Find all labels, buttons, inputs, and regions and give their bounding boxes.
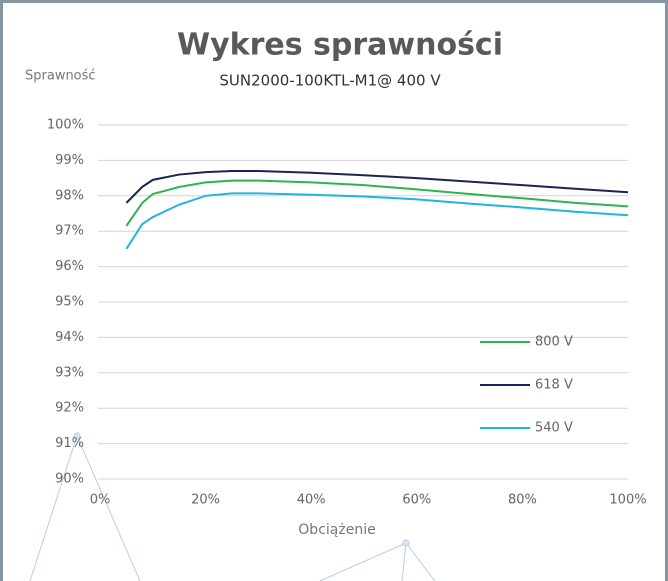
- y-tick-label: 90%: [55, 472, 84, 487]
- y-tick-label: 94%: [55, 330, 84, 345]
- series-line: [125, 192, 629, 250]
- chart-title: Wykres sprawności: [177, 28, 503, 63]
- y-tick-label: 97%: [55, 224, 84, 239]
- y-tick-label: 96%: [55, 259, 84, 274]
- y-tick-label: 91%: [55, 436, 84, 451]
- y-tick-label: 99%: [55, 153, 84, 168]
- x-tick-label: 0%: [90, 493, 111, 508]
- y-tick-label: 93%: [55, 365, 84, 380]
- y-tick-label: 92%: [55, 401, 84, 416]
- legend-label: 800 V: [535, 335, 573, 350]
- y-tick-label: 98%: [55, 188, 84, 203]
- x-tick-label: 40%: [297, 493, 326, 508]
- y-tick-label: 95%: [55, 295, 84, 310]
- x-tick-label: 60%: [402, 493, 431, 508]
- x-axis-label: Obciążenie: [298, 522, 375, 538]
- y-tick-label: 100%: [47, 118, 84, 133]
- x-tick-label: 20%: [191, 493, 220, 508]
- legend-label: 618 V: [535, 378, 573, 393]
- x-tick-label: 100%: [609, 493, 646, 508]
- chart-subtitle: SUN2000-100KTL-M1@ 400 V: [219, 72, 441, 90]
- legend-label: 540 V: [535, 421, 573, 436]
- series-line: [125, 170, 629, 204]
- series-line: [125, 179, 629, 227]
- x-tick-label: 80%: [508, 493, 537, 508]
- y-axis-label: Sprawność: [25, 69, 96, 84]
- decoration: [29, 432, 436, 581]
